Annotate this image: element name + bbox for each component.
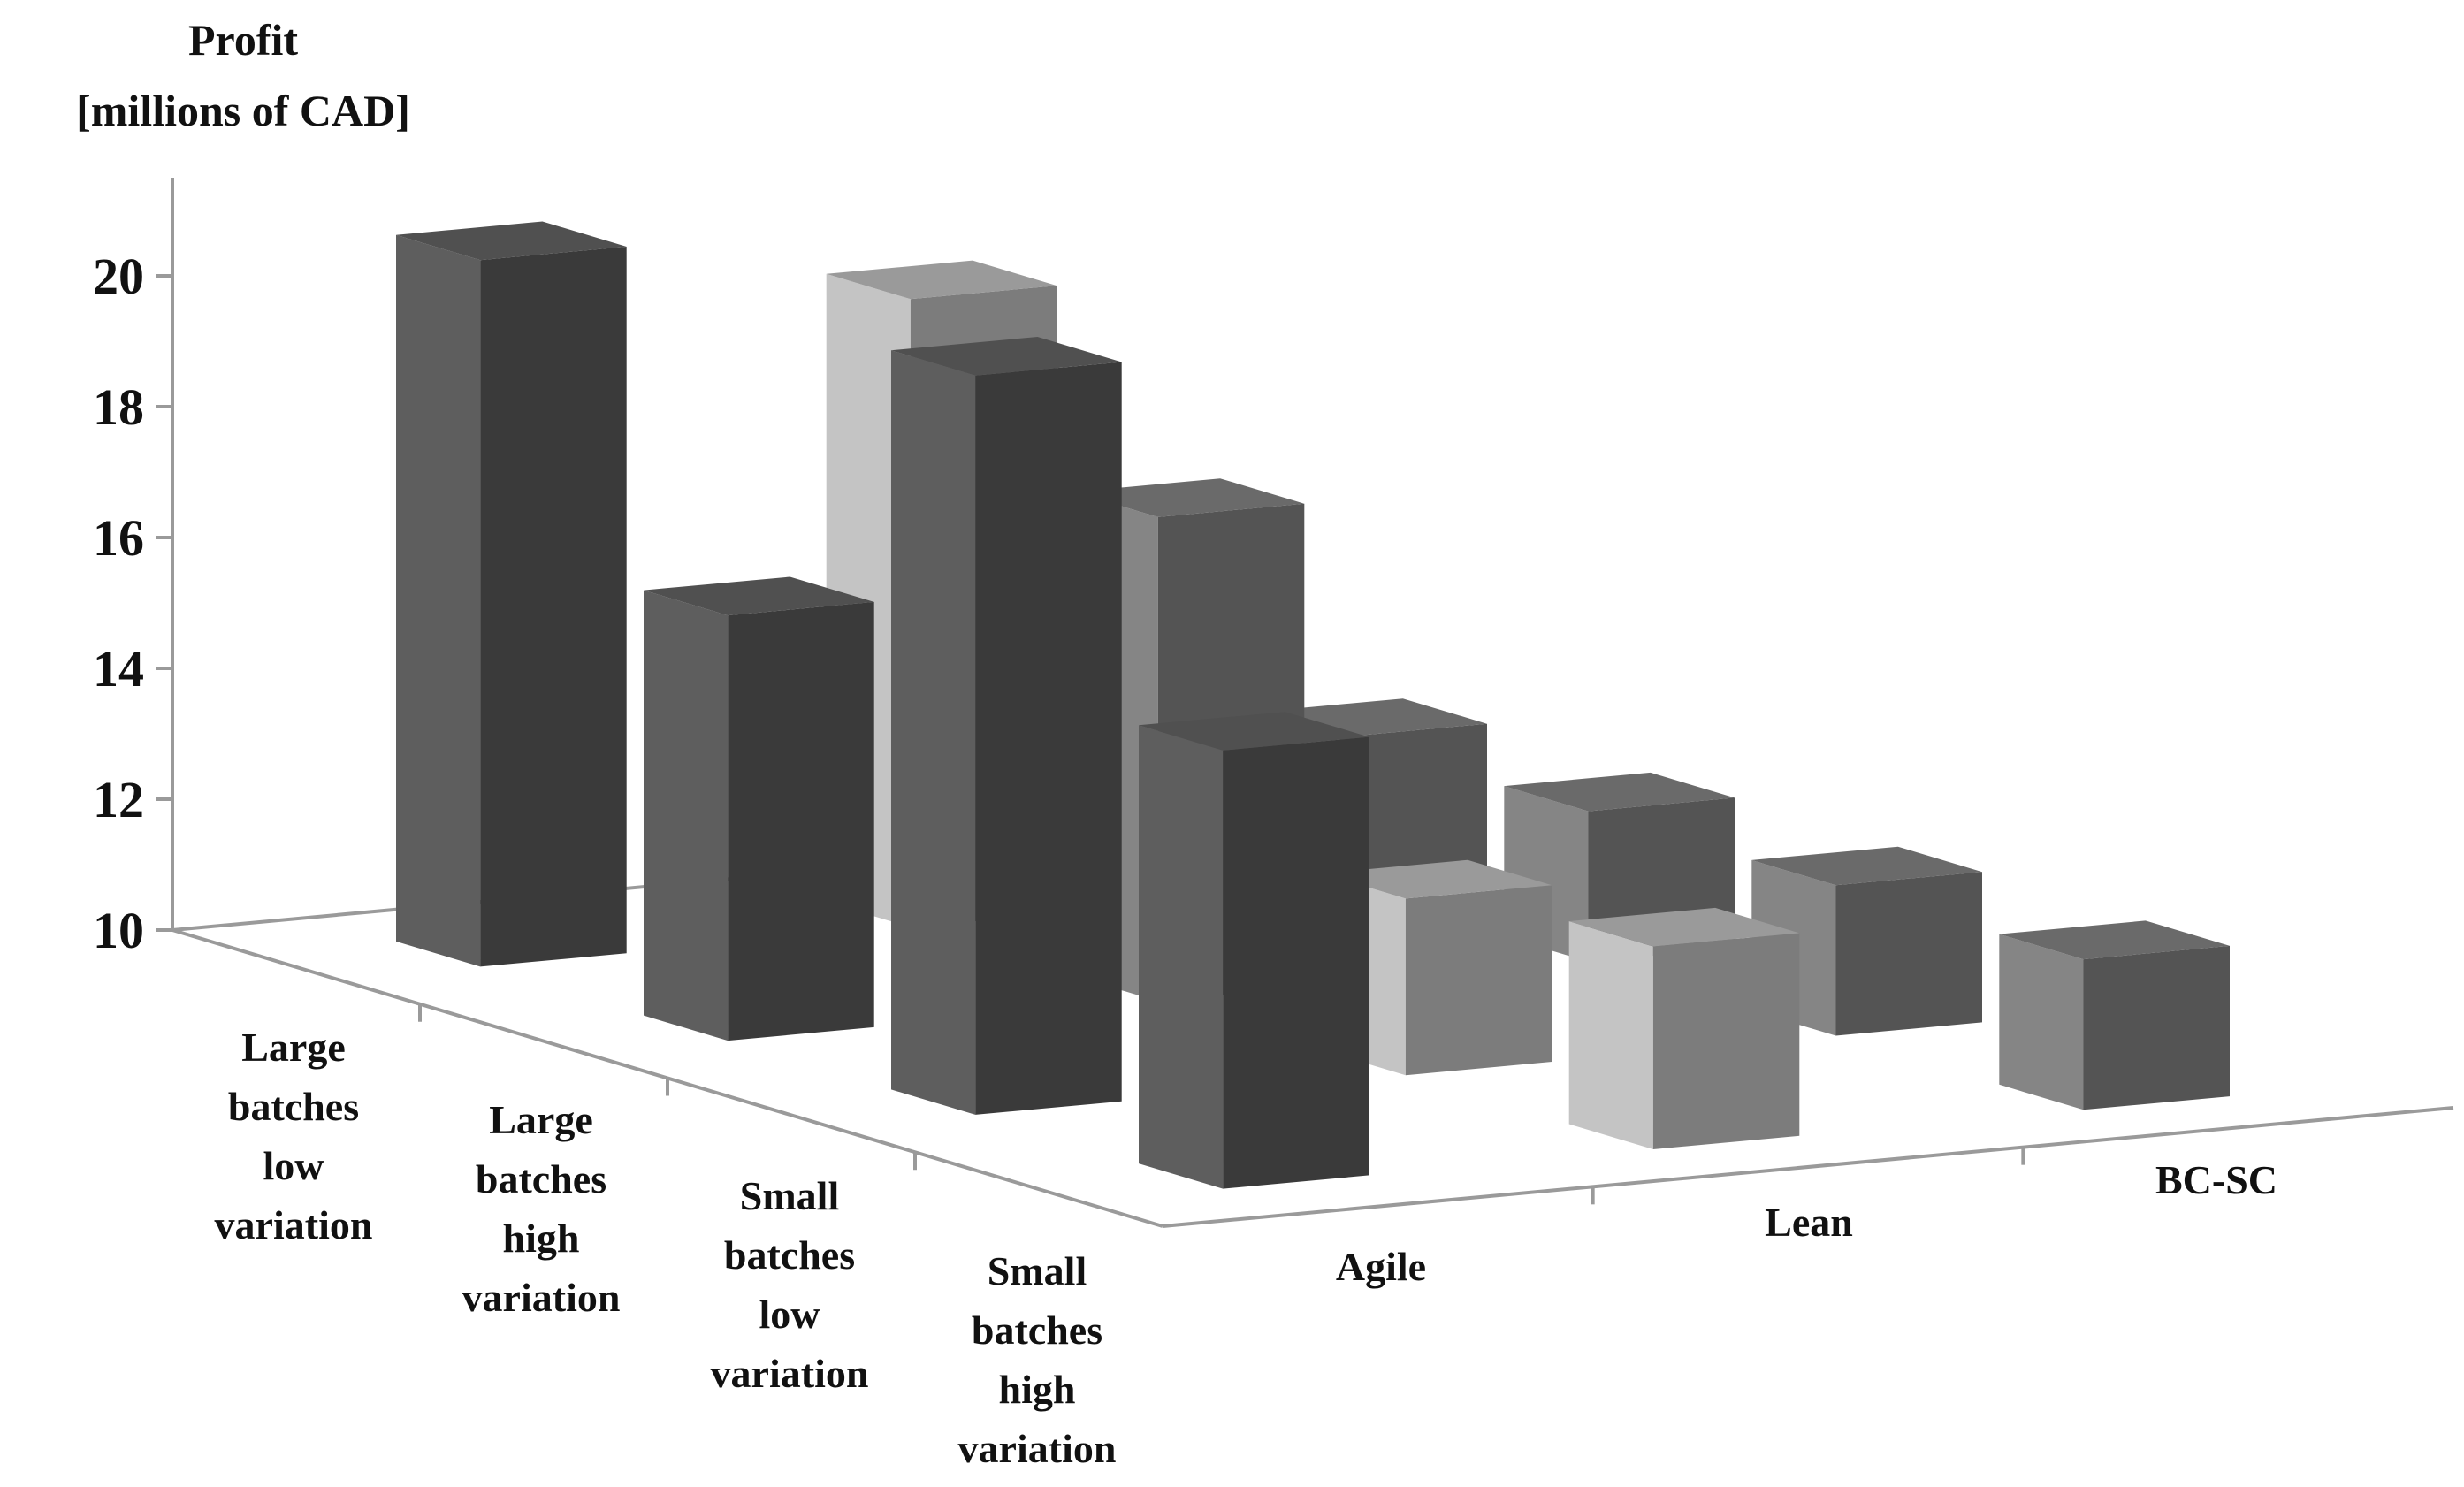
y-tick-label: 12 [93, 771, 144, 828]
bar-side-face [1835, 872, 1982, 1036]
y-axis-title: [millions of CAD] [76, 86, 410, 135]
bar-front-face [1139, 725, 1224, 1189]
bar-front-face [1568, 921, 1653, 1149]
scenario-label-line: batches [972, 1308, 1102, 1353]
scenario-label-line: low [759, 1292, 820, 1337]
bar-top-face [644, 576, 874, 616]
bar-side-face [2083, 945, 2230, 1110]
scenario-label-line: high [999, 1367, 1076, 1412]
bar-side-face [1340, 723, 1487, 888]
scenario-label: Large batches low variation [215, 1025, 373, 1247]
y-axis-title: Profit [188, 15, 298, 65]
bar-front-face [396, 234, 481, 967]
scenario-label-line: Large [489, 1097, 593, 1142]
bar-top-face [1139, 712, 1369, 751]
bar-top-face [1751, 846, 1982, 886]
scenario-label-line: batches [476, 1156, 606, 1201]
labels: Large batches low variation Large batches high… [215, 1025, 2277, 1471]
y-tick-label: 10 [93, 902, 144, 959]
bar-agile-scenario-1 [396, 221, 627, 967]
strategy-label-agile: Agile [1336, 1244, 1426, 1289]
bar-lean-scenario-4 [1568, 907, 1800, 1149]
bar-top-face [1504, 772, 1735, 812]
bar-top-face [1999, 920, 2230, 960]
y-tick-label: 16 [93, 509, 144, 567]
scenario-label-line: low [263, 1143, 324, 1188]
bar-side-face [1223, 736, 1369, 1189]
bar-top-face [1568, 907, 1800, 947]
bar-front-face [891, 350, 976, 1115]
bar-front-face [1999, 934, 2084, 1110]
scenario-label-line: batches [724, 1232, 855, 1277]
bar-side-face [1652, 933, 1800, 1149]
bar-top-face [1073, 478, 1305, 517]
scenario-label: Small batches high variation [958, 1248, 1117, 1471]
y-tick-label: 20 [93, 248, 144, 305]
scenario-label-line: variation [462, 1275, 621, 1320]
bar-side-face [728, 601, 874, 1041]
y-tick-label: 18 [93, 378, 144, 436]
scenario-label-line: variation [958, 1426, 1117, 1471]
scenario-label-line: Large [241, 1025, 346, 1070]
scenario-label-line: variation [711, 1351, 869, 1396]
scenario-label-line: Small [740, 1173, 839, 1218]
strategy-label-lean: Lean [1765, 1200, 1853, 1245]
strategy-label-bc-sc: BC-SC [2155, 1157, 2277, 1202]
scenario-label-line: high [503, 1216, 580, 1261]
y-tick-label: 14 [93, 640, 144, 698]
bar-agile-scenario-4 [1139, 712, 1369, 1189]
bar-top-face [826, 260, 1057, 300]
scenario-label-line: Small [988, 1248, 1087, 1293]
bar-agile-scenario-2 [644, 576, 874, 1041]
bar-bc-sc-scenario-4 [1999, 920, 2230, 1110]
bar-top-face [891, 337, 1122, 376]
y-axis: 10 12 14 16 18 20 Profit [millions of CAD] [76, 15, 410, 959]
scenario-label: Small batches low variation [711, 1173, 869, 1396]
bar-side-face [1405, 885, 1552, 1076]
scenario-label-line: batches [228, 1084, 359, 1129]
scenario-label: Large batches high variation [462, 1097, 621, 1320]
floor-edge-strategies [1162, 1106, 2454, 1228]
bar-top-face [396, 221, 627, 261]
bar-top-face [1321, 859, 1552, 899]
bars [396, 221, 2230, 1189]
scenario-label-line: variation [215, 1202, 373, 1247]
bar-side-face [480, 247, 627, 967]
bar-side-face [975, 362, 1122, 1115]
bar-front-face [644, 590, 729, 1041]
bar-agile-scenario-3 [891, 337, 1122, 1115]
